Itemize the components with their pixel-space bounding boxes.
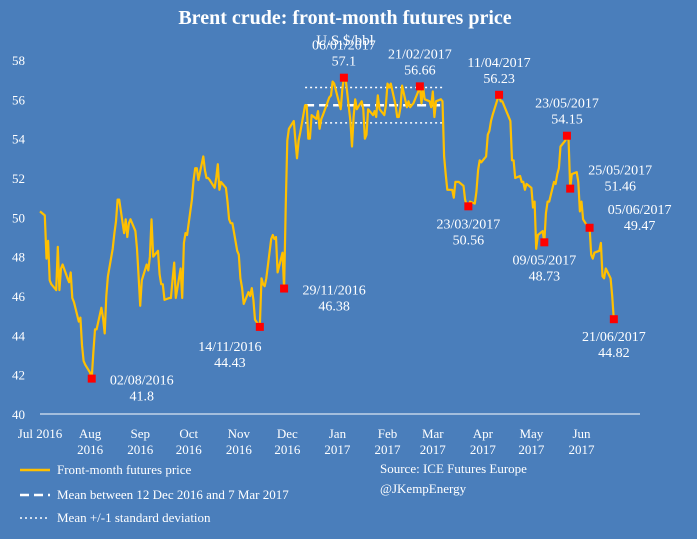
- source-line: @JKempEnergy: [380, 481, 467, 496]
- annotation-value: 49.47: [624, 219, 656, 234]
- highlight-marker: [540, 238, 549, 247]
- mean-and-std-lines: [305, 86, 443, 124]
- x-tick-label: 2016: [127, 442, 154, 457]
- x-tick-label: 2017: [518, 442, 545, 457]
- highlight-markers: [87, 73, 618, 383]
- x-tick-label: 2016: [176, 442, 203, 457]
- legend-label: Front-month futures price: [57, 462, 192, 477]
- source-line: Source: ICE Futures Europe: [380, 461, 527, 476]
- legend: Front-month futures price Mean between 12…: [20, 462, 289, 525]
- price-line: [39, 76, 615, 380]
- x-tick-label: Sep: [130, 426, 150, 441]
- annotation-value: 51.46: [604, 180, 636, 195]
- legend-label: Mean between 12 Dec 2016 and 7 Mar 2017: [57, 487, 289, 502]
- x-tick-label: Jun: [572, 426, 591, 441]
- highlight-marker: [280, 284, 289, 293]
- annotation-date: 21/06/2017: [582, 330, 646, 345]
- y-tick-label: 56: [12, 92, 26, 107]
- highlight-marker: [566, 184, 575, 193]
- source-note: Source: ICE Futures Europe @JKempEnergy: [380, 461, 527, 496]
- annotation-date: 23/05/2017: [535, 97, 599, 112]
- highlight-marker: [609, 315, 618, 324]
- annotation-value: 41.8: [129, 390, 154, 405]
- annotation-date: 23/03/2017: [436, 217, 500, 232]
- annotation-value: 44.82: [598, 346, 630, 361]
- highlight-marker: [87, 374, 96, 383]
- y-tick-label: 52: [12, 171, 25, 186]
- annotation-value: 44.43: [214, 356, 246, 371]
- annotation-date: 25/05/2017: [588, 164, 652, 179]
- y-tick-label: 46: [12, 289, 26, 304]
- x-tick-label: 2017: [470, 442, 497, 457]
- annotations: 02/08/201641.814/11/201644.4329/11/20164…: [110, 39, 672, 405]
- x-tick-label: Dec: [277, 426, 298, 441]
- x-tick-label: 2016: [77, 442, 104, 457]
- annotation-value: 56.23: [483, 72, 515, 87]
- y-tick-label: 58: [12, 53, 25, 68]
- annotation-date: 02/08/2016: [110, 374, 174, 389]
- y-tick-label: 40: [12, 407, 25, 422]
- highlight-marker: [339, 73, 348, 82]
- annotation-date: 11/04/2017: [467, 56, 530, 71]
- x-tick-label: Aug: [79, 426, 102, 441]
- x-tick-label: 2017: [324, 442, 351, 457]
- x-tick-label: 2017: [569, 442, 596, 457]
- y-tick-label: 54: [12, 132, 26, 147]
- annotation-value: 46.38: [318, 300, 350, 315]
- x-tick-label: 2017: [375, 442, 402, 457]
- x-tick-label: Feb: [378, 426, 398, 441]
- x-tick-label: Apr: [473, 426, 494, 441]
- highlight-marker: [585, 223, 594, 232]
- y-tick-label: 44: [12, 328, 26, 343]
- x-tick-label: Jan: [329, 426, 347, 441]
- price-series: [39, 76, 615, 380]
- x-tick-label: 2016: [274, 442, 301, 457]
- highlight-marker: [255, 322, 264, 331]
- y-tick-label: 48: [12, 250, 25, 265]
- annotation-value: 50.56: [453, 233, 485, 248]
- x-tick-label: Jul 2016: [18, 426, 63, 441]
- highlight-marker: [562, 131, 571, 140]
- chart-subtitle: U.S.$/bbl: [316, 33, 374, 49]
- highlight-marker: [464, 202, 473, 211]
- x-tick-label: 2017: [420, 442, 447, 457]
- x-tick-label: 2016: [226, 442, 253, 457]
- annotation-value: 48.73: [529, 269, 561, 284]
- annotation-date: 21/02/2017: [388, 47, 452, 62]
- annotation-date: 14/11/2016: [198, 340, 261, 355]
- legend-label: Mean +/-1 standard deviation: [57, 510, 211, 525]
- x-tick-label: May: [519, 426, 543, 441]
- highlight-marker: [415, 82, 424, 91]
- annotation-date: 06/01/2017: [312, 39, 376, 54]
- chart-title: Brent crude: front-month futures price: [178, 7, 511, 29]
- annotation-date: 29/11/2016: [302, 284, 365, 299]
- annotation-date: 09/05/2017: [512, 253, 576, 268]
- y-tick-label: 42: [12, 368, 25, 383]
- y-tick-label: 50: [12, 210, 25, 225]
- annotation-value: 54.15: [551, 113, 583, 128]
- x-tick-label: Nov: [228, 426, 251, 441]
- x-tick-label: Mar: [422, 426, 444, 441]
- x-tick-label: Oct: [179, 426, 198, 441]
- annotation-value: 57.1: [332, 55, 357, 70]
- highlight-marker: [495, 90, 504, 99]
- annotation-date: 05/06/2017: [608, 203, 672, 218]
- annotation-value: 56.66: [404, 63, 436, 78]
